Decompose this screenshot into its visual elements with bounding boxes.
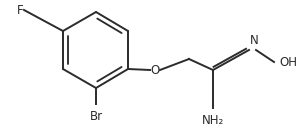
Text: OH: OH — [279, 55, 297, 69]
Text: F: F — [16, 3, 23, 17]
Text: NH₂: NH₂ — [202, 114, 224, 127]
Text: N: N — [250, 34, 259, 47]
Text: Br: Br — [89, 110, 103, 123]
Text: O: O — [150, 64, 160, 76]
